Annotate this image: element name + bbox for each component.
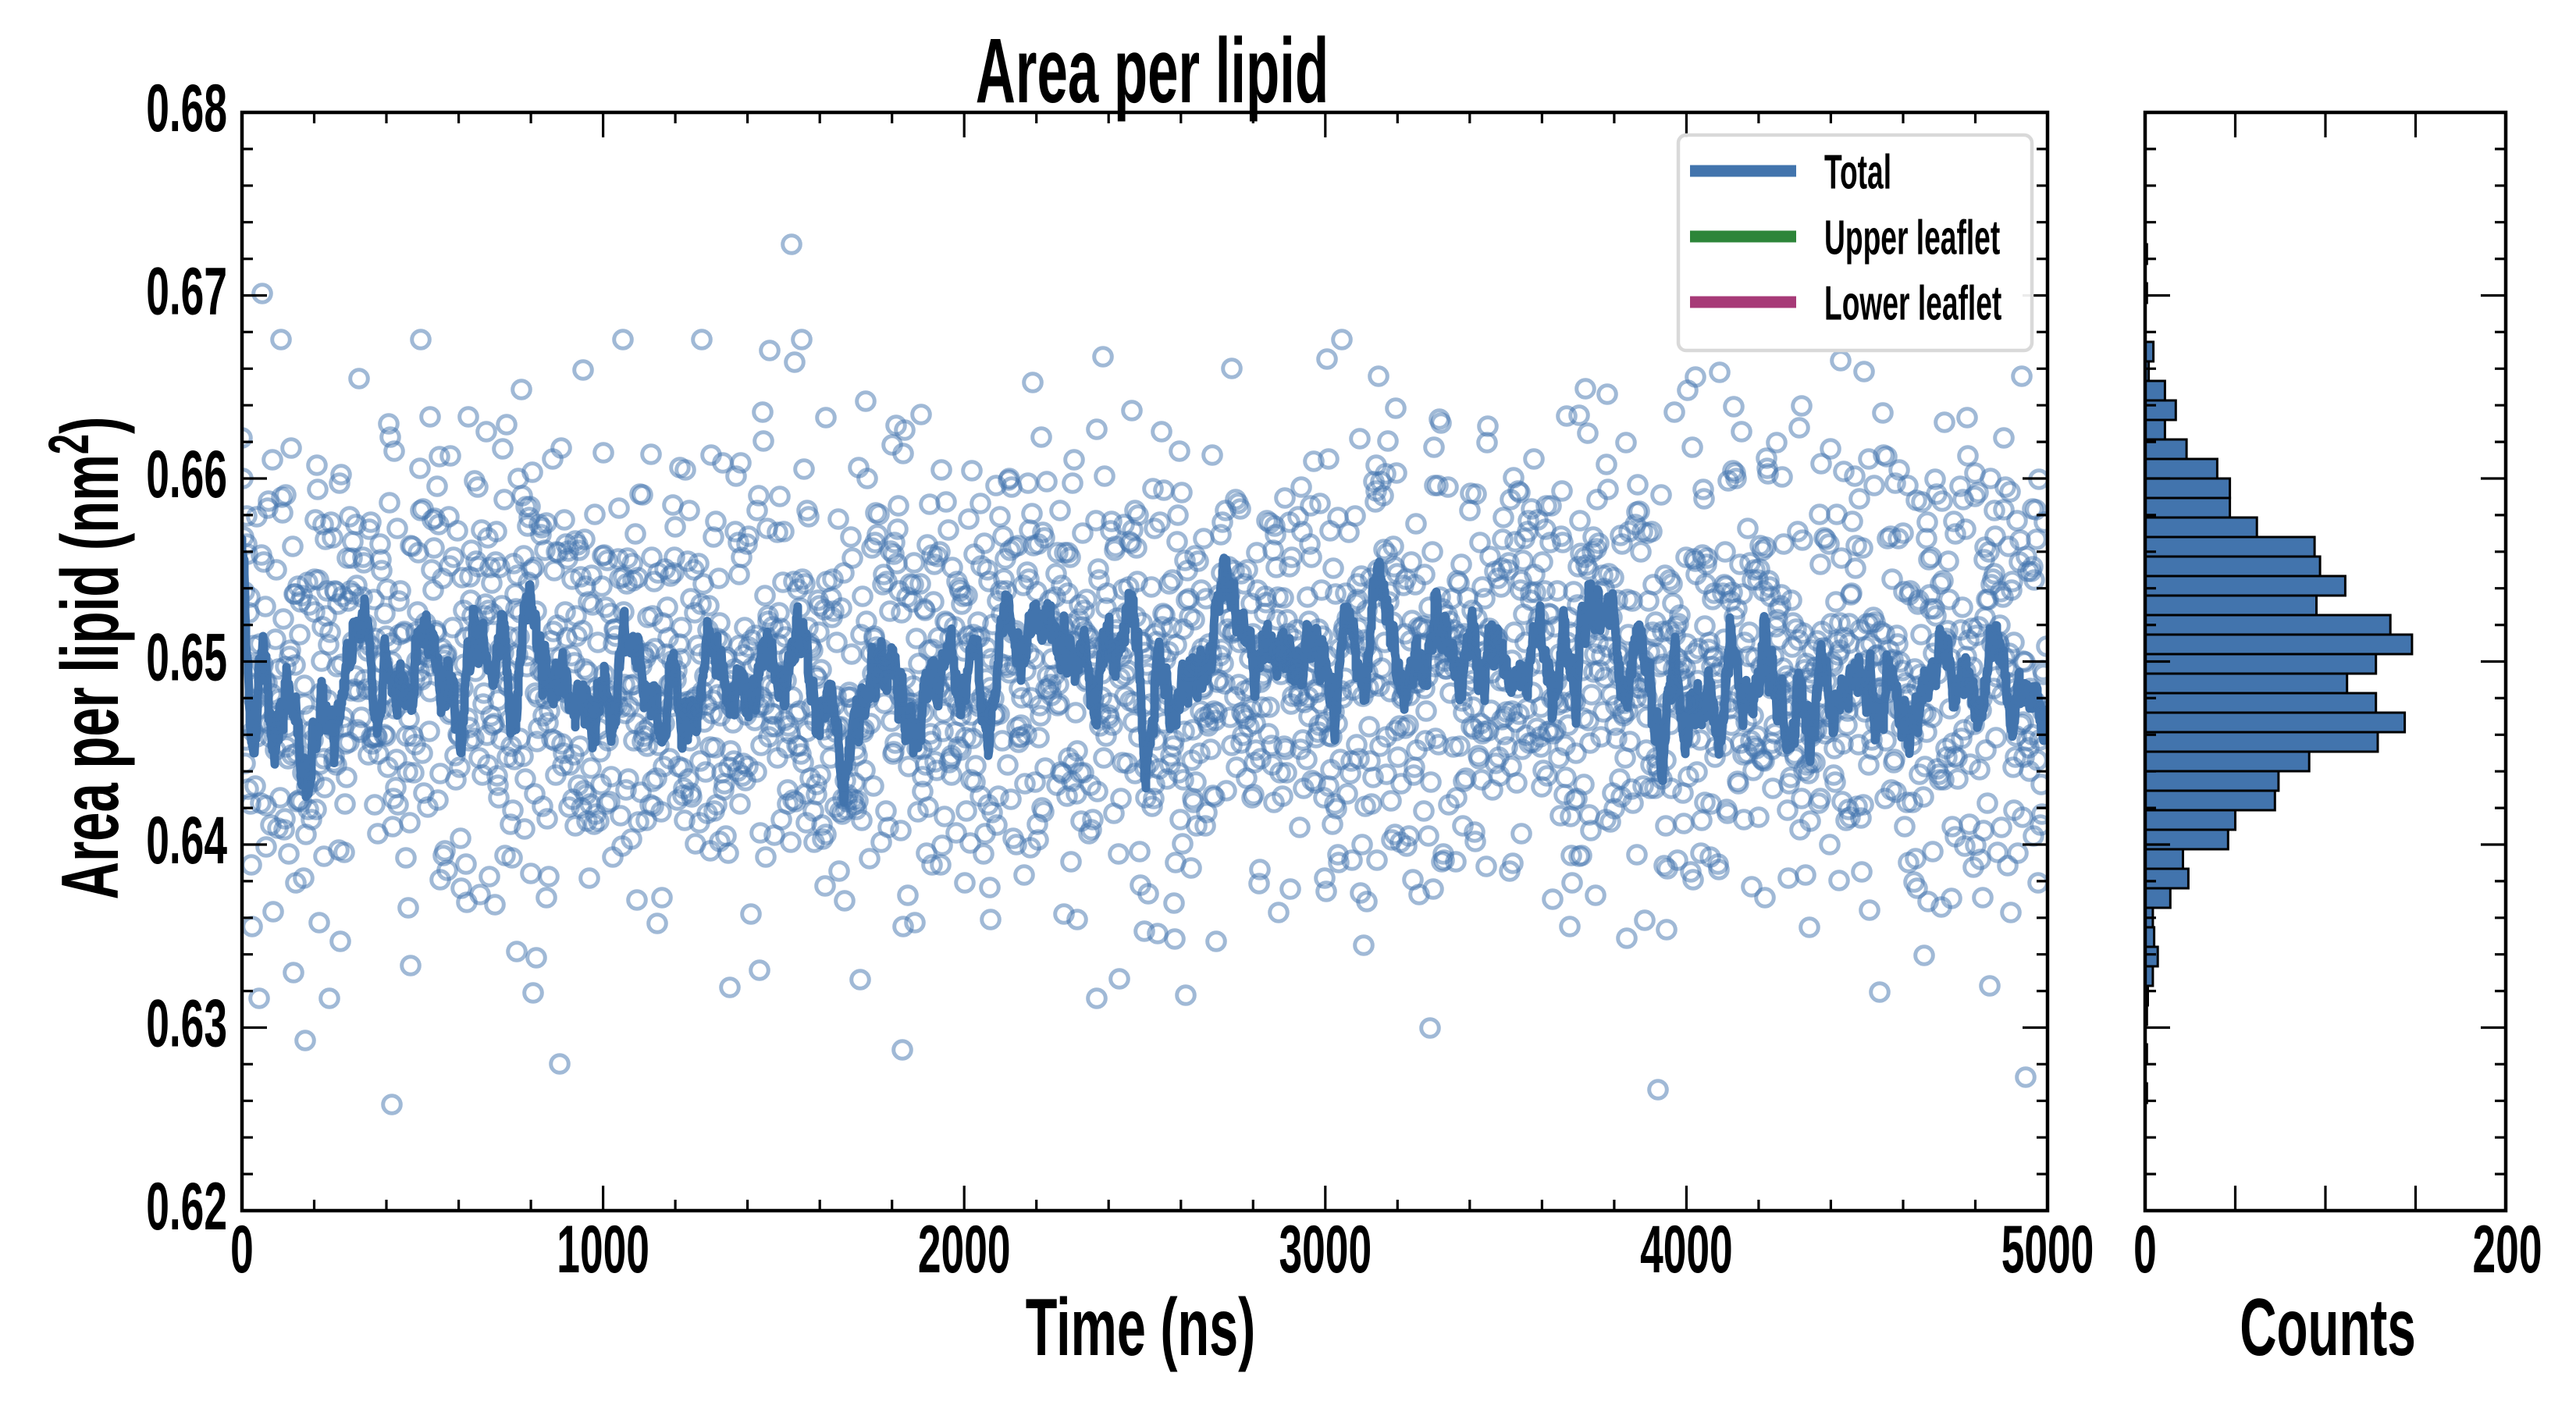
svg-text:0.66: 0.66 — [146, 437, 227, 512]
svg-text:0.68: 0.68 — [146, 71, 227, 146]
svg-text:0.63: 0.63 — [146, 987, 227, 1062]
svg-text:Counts: Counts — [2240, 1282, 2416, 1373]
svg-text:4000: 4000 — [1640, 1212, 1733, 1287]
svg-text:0.65: 0.65 — [146, 621, 227, 695]
svg-text:5000: 5000 — [2001, 1212, 2094, 1287]
svg-text:0.64: 0.64 — [146, 803, 227, 878]
svg-text:Area per lipid (nm2): Area per lipid (nm2) — [37, 417, 136, 900]
svg-text:3000: 3000 — [1279, 1212, 1372, 1287]
svg-text:Total: Total — [1824, 145, 1891, 199]
svg-text:0.67: 0.67 — [146, 254, 227, 329]
svg-text:0: 0 — [230, 1212, 254, 1287]
svg-text:0: 0 — [2133, 1212, 2157, 1287]
svg-text:1000: 1000 — [557, 1212, 649, 1287]
svg-text:Lower leaflet: Lower leaflet — [1824, 276, 2001, 330]
svg-text:2000: 2000 — [918, 1212, 1011, 1287]
svg-text:Upper leaflet: Upper leaflet — [1824, 211, 2000, 265]
svg-text:200: 200 — [2473, 1212, 2542, 1287]
svg-text:Area per lipid: Area per lipid — [976, 19, 1329, 122]
svg-text:0.62: 0.62 — [146, 1169, 227, 1244]
svg-text:Time (ns): Time (ns) — [1026, 1282, 1256, 1373]
